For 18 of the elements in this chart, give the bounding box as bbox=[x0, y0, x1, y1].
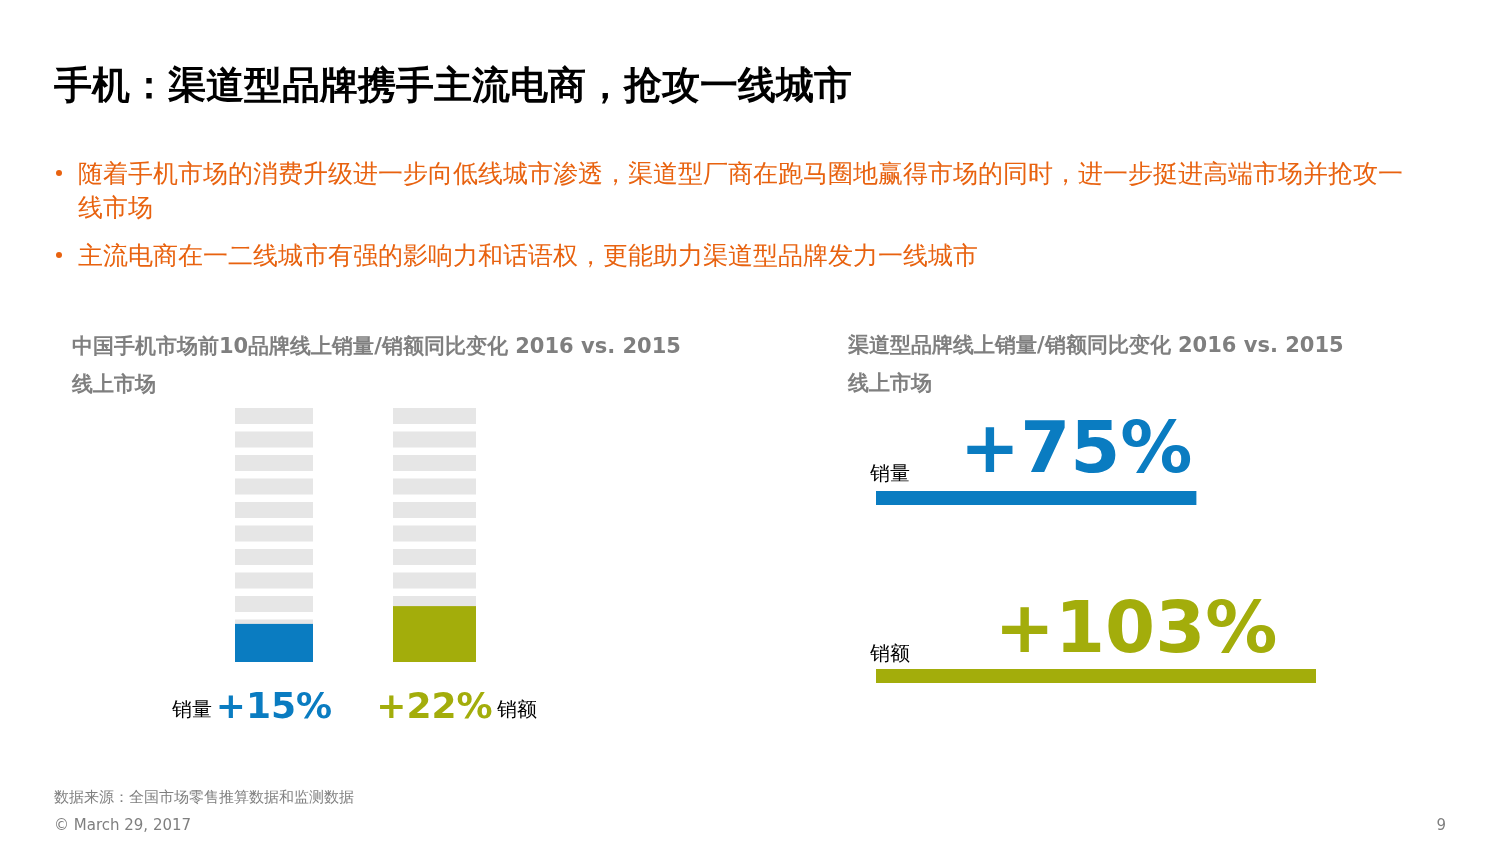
text: © March 29, 2017 bbox=[54, 816, 192, 834]
data-label: +75% bbox=[959, 405, 1193, 489]
text: 9 bbox=[1436, 816, 1446, 834]
text: 主流电商在一二线城市有强的影响力和话语权，更能助力渠道型品牌发力一线城市 bbox=[78, 241, 978, 270]
chart-title: 渠道型品牌线上销量/销额同比变化 2016 vs. 2015 bbox=[847, 333, 1344, 357]
category-label: 销额 bbox=[496, 697, 537, 721]
category-label: 销量 bbox=[172, 697, 212, 721]
chart-title: 中国手机市场前10品牌线上销量/销额同比变化 2016 vs. 2015 bbox=[72, 334, 681, 358]
chart-subtitle: 线上市场 bbox=[71, 372, 156, 396]
text: 手机：渠道型品牌携手主流电商，抢攻一线城市 bbox=[54, 63, 852, 107]
chart-subtitle: 线上市场 bbox=[847, 371, 932, 395]
data-label: +103% bbox=[994, 585, 1278, 669]
category-label: 销量 bbox=[870, 461, 910, 485]
data-label: +15% bbox=[215, 685, 333, 726]
text: 随着手机市场的消费升级进一步向低线城市渗透，渠道型厂商在跑马圈地赢得市场的同时，进一步挺进高端市场并抢攻一线市场 bbox=[78, 159, 1403, 222]
category-label: 销额 bbox=[870, 641, 910, 665]
source-note: 数据来源：全国市场零售推算数据和监测数据 bbox=[54, 788, 354, 806]
data-label: +22% bbox=[376, 685, 493, 726]
